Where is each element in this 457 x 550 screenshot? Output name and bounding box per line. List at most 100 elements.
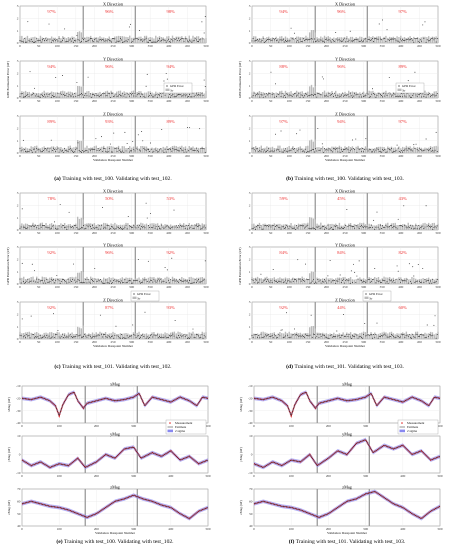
error-point (204, 151, 206, 153)
error-point (135, 227, 137, 229)
error-point (389, 280, 391, 282)
error-point (340, 94, 342, 96)
error-point (157, 151, 159, 153)
error-point (98, 280, 100, 282)
x-tick-label: 350 (380, 231, 385, 235)
error-point (434, 38, 436, 39)
error-point (413, 41, 415, 43)
x-tick-label: 400 (398, 99, 403, 103)
error-point (151, 334, 153, 336)
error-point (384, 333, 386, 335)
error-point (307, 335, 309, 336)
x-tick-label: 200 (94, 527, 99, 531)
error-point (26, 41, 28, 43)
error-point (392, 38, 394, 40)
error-point (144, 311, 146, 313)
error-point (85, 93, 87, 95)
error-point (125, 337, 127, 339)
error-point (170, 279, 172, 280)
error-point (344, 94, 346, 96)
error-point (166, 225, 168, 227)
error-point (136, 94, 138, 96)
error-point (288, 336, 290, 338)
error-point (117, 281, 119, 283)
error-point (280, 130, 282, 132)
x-tick-label: 300 (129, 285, 134, 289)
error-point (269, 151, 271, 153)
error-point (161, 336, 163, 338)
error-point (293, 92, 295, 94)
error-point (414, 336, 416, 338)
error-point (40, 337, 42, 339)
x-tick-label: 200 (326, 527, 331, 531)
error-point (55, 227, 57, 229)
error-point (159, 94, 160, 96)
error-point (35, 281, 37, 283)
coverage-percentage: 82% (398, 250, 407, 255)
error-point (322, 151, 324, 153)
error-point (156, 96, 158, 98)
error-point (261, 94, 263, 96)
error-point (367, 227, 369, 229)
y-tick-label: 1 (17, 216, 19, 220)
error-point (351, 226, 353, 227)
error-point (370, 334, 372, 336)
error-point (261, 281, 263, 283)
x-tick-label: 400 (166, 99, 171, 103)
error-point (312, 227, 314, 229)
error-point (277, 282, 279, 283)
error-point (28, 281, 30, 283)
error-point (56, 274, 58, 276)
error-point (202, 94, 204, 96)
error-point (351, 139, 353, 141)
error-point (423, 334, 425, 336)
error-point (393, 151, 395, 153)
error-point (339, 274, 341, 276)
error-point (147, 224, 149, 226)
error-point (251, 96, 253, 98)
error-point (428, 226, 430, 228)
error-point (334, 92, 336, 94)
error-point (300, 225, 302, 227)
x-tick-label: 150 (305, 231, 310, 235)
error-point (135, 95, 137, 97)
error-point (377, 149, 379, 151)
error-point (287, 40, 289, 42)
error-point (334, 225, 336, 227)
error-point (160, 278, 162, 280)
error-point (86, 224, 88, 226)
sigma-band (251, 217, 439, 230)
error-point (348, 96, 350, 98)
error-point (132, 93, 134, 94)
error-point (119, 282, 121, 284)
error-point (266, 225, 267, 227)
error-point (99, 148, 101, 150)
error-point (50, 278, 52, 280)
error-point (298, 41, 300, 43)
error-point (296, 133, 298, 135)
error-point (80, 93, 82, 94)
error-point (320, 227, 322, 229)
error-point (60, 226, 62, 228)
error-point (149, 227, 150, 229)
error-point (39, 280, 41, 282)
error-point (363, 280, 365, 282)
error-point (350, 148, 352, 150)
error-point (98, 39, 100, 41)
x-tick-label: 100 (55, 340, 60, 344)
error-point (386, 151, 388, 153)
x-tick-label: 50 (37, 44, 41, 48)
error-point (111, 226, 112, 227)
error-point (111, 92, 112, 94)
error-point (378, 150, 380, 152)
error-point (196, 150, 198, 152)
error-point (195, 147, 197, 149)
coverage-percentage: 93% (105, 119, 114, 124)
x-tick-label: 200 (326, 474, 331, 478)
error-point (292, 281, 294, 283)
error-point (274, 38, 276, 40)
